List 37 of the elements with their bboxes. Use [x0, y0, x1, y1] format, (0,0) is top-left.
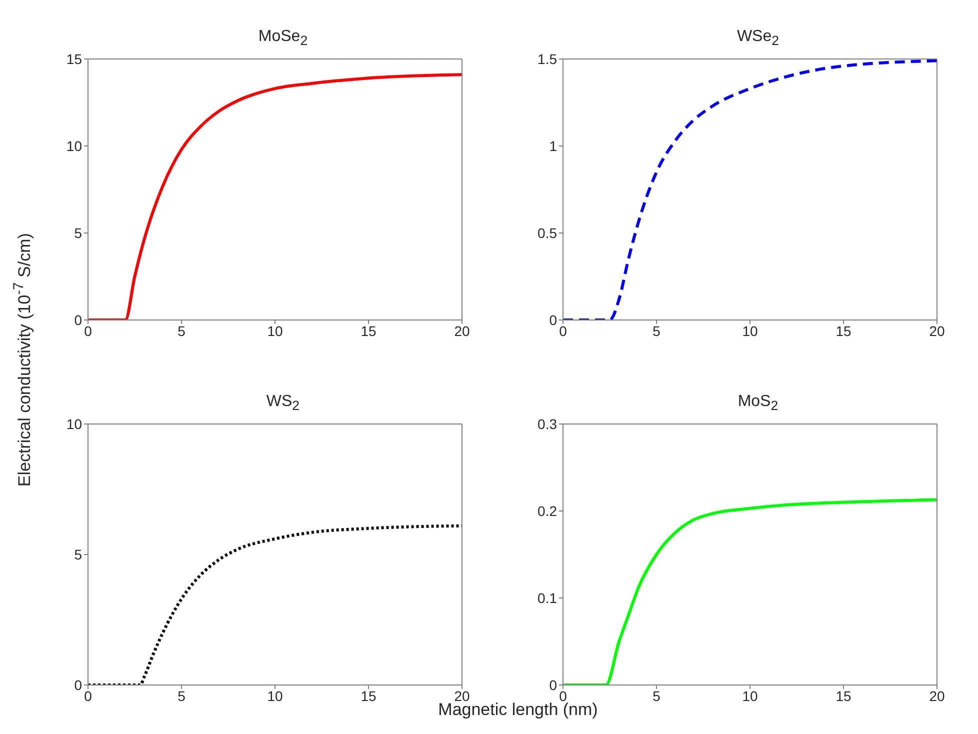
x-tick-label: 20: [929, 688, 945, 704]
x-tick-label: 20: [929, 322, 945, 339]
x-tick-label: 5: [178, 688, 186, 704]
x-tick-label: 5: [652, 688, 661, 704]
y-tick-label: 1.5: [538, 50, 558, 67]
x-tick-label: 15: [836, 322, 852, 339]
y-tick-label: 0.5: [538, 224, 558, 241]
y-tick-label: 5: [74, 546, 82, 562]
y-tick-label: 0: [549, 676, 558, 693]
x-tick-label: 10: [742, 322, 758, 339]
y-tick-label: 0: [74, 676, 82, 693]
x-tick-label: 20: [454, 322, 470, 339]
x-tick-label: 10: [267, 322, 283, 339]
y-tick-label: 0: [549, 312, 558, 328]
x-tick-label: 0: [559, 322, 568, 339]
x-tick-label: 15: [360, 322, 376, 339]
y-tick-label: 5: [74, 224, 82, 241]
y-tick-label: 1: [549, 138, 558, 154]
chart-title: WSe$_{2}$: [736, 28, 780, 50]
y-tick-label: 10: [66, 138, 82, 154]
y-tick-label: 0.1: [538, 590, 558, 606]
x-tick-label: 5: [652, 322, 661, 339]
y-tick-label: 0.3: [538, 416, 558, 432]
chart-title: MoS$_{2}$: [736, 393, 780, 415]
x-tick-label: 0: [84, 688, 92, 704]
x-tick-label: 10: [742, 688, 758, 704]
x-tick-label: 10: [267, 688, 283, 704]
y-tick-label: 10: [66, 416, 82, 432]
x-tick-label: 5: [178, 322, 186, 339]
x-tick-label: 15: [360, 688, 376, 704]
y-tick-label: 15: [66, 50, 82, 67]
chart-title: WS$_{2}$: [265, 393, 301, 415]
y-tick-label: 0: [74, 312, 82, 328]
chart-title: MoSe$_{2}$: [257, 28, 309, 50]
y-tick-label: 0.2: [538, 502, 558, 519]
x-tick-label: 15: [836, 688, 852, 704]
x-tick-label: 0: [84, 322, 92, 339]
